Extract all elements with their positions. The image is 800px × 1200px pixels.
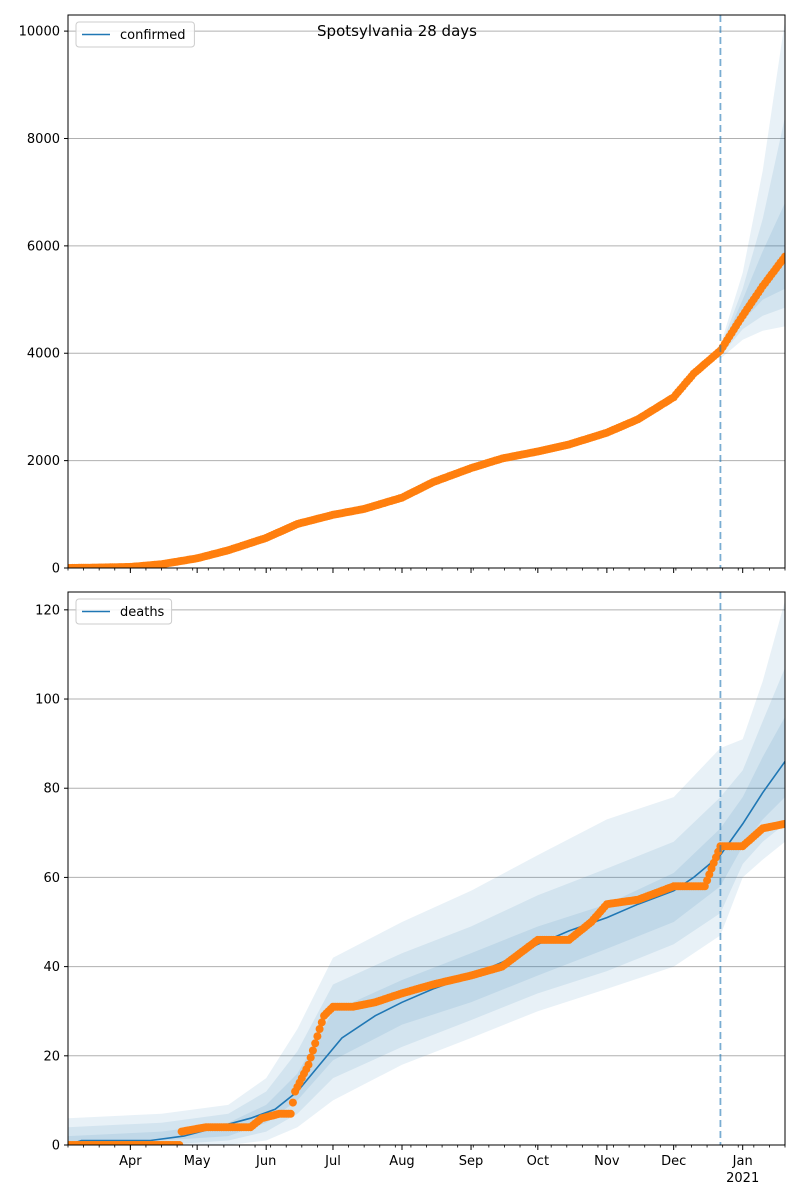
observed-point [311, 1039, 320, 1048]
deaths-panel: 0 20 40 60 80 100 120 Apr May Jun Jul Aug Sep Oct Nov D… [35, 591, 786, 1186]
legend-label: deaths [120, 605, 165, 620]
uncertainty-band [68, 716, 785, 1145]
plot-area [68, 600, 785, 1145]
observed-point [304, 1060, 313, 1069]
uncertainty-band [68, 600, 785, 1145]
observed-point [286, 1109, 295, 1118]
y-tick-label: 2000 [27, 454, 60, 469]
observed-point [781, 252, 785, 261]
legend-box [75, 598, 173, 625]
observed-point [306, 1053, 315, 1062]
observed-point [175, 1141, 184, 1145]
x-tick-label: Nov [594, 1154, 620, 1169]
uncertainty-band [720, 202, 785, 355]
y-tick-label: 40 [43, 960, 60, 975]
uncertainty-band [720, 117, 785, 356]
uncertainty-band [68, 667, 785, 1145]
x-tick-label: Dec [661, 1154, 686, 1169]
y-tick-label: 10000 [19, 25, 60, 40]
legend: deaths [75, 598, 173, 625]
x-tick-label: May [184, 1154, 211, 1169]
x-tick-label: Jan [732, 1154, 753, 1169]
y-tick-label: 0 [52, 1139, 60, 1154]
x-tick-label: Sep [459, 1154, 484, 1169]
x-tick-label: Apr [119, 1154, 142, 1169]
observed-point [317, 1018, 326, 1027]
confirmed-panel: 0 2000 4000 6000 8000 10000 confirmed [19, 14, 786, 577]
observed-point [315, 1025, 324, 1033]
y-tick-label: 60 [43, 871, 60, 886]
y-tick-label: 120 [35, 603, 60, 618]
chart-title: Spotsylvania 28 days [317, 22, 477, 40]
x-tick-label: Oct [527, 1154, 549, 1169]
observed-point [308, 1046, 317, 1055]
observed-point [703, 876, 712, 885]
legend: confirmed [75, 21, 195, 48]
y-tick-label: 80 [43, 782, 60, 797]
y-tick-label: 0 [52, 562, 60, 577]
y-tick-label: 100 [35, 693, 60, 708]
observed-points [68, 252, 785, 568]
observed-point [288, 1098, 297, 1107]
observed-points [68, 819, 785, 1145]
x-tick-label: Jun [255, 1154, 276, 1169]
legend-label: confirmed [120, 28, 186, 43]
y-tick-label: 20 [43, 1049, 60, 1064]
plot-area [68, 20, 785, 568]
x-tick-label: Jul [324, 1154, 341, 1169]
y-tick-label: 6000 [27, 239, 60, 254]
legend-box [75, 21, 195, 48]
x-year-label: 2021 [726, 1171, 759, 1186]
x-tick-label: Aug [389, 1154, 414, 1169]
y-tick-label: 4000 [27, 347, 60, 362]
y-tick-label: 8000 [27, 132, 60, 147]
observed-point [313, 1032, 322, 1041]
observed-point [781, 819, 785, 828]
